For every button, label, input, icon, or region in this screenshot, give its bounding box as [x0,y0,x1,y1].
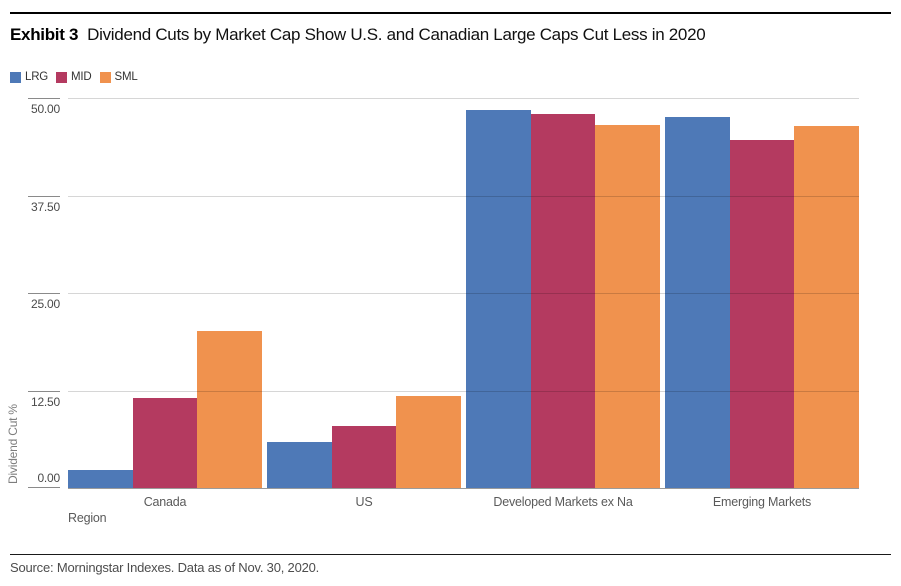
top-divider [10,12,891,14]
x-axis-labels: Canada US Developed Markets ex Na Emerging … [68,495,859,509]
y-tick-mark [28,293,60,294]
bar-group-1 [68,98,263,488]
bar-lrg [466,109,531,488]
source-note: Source: Morningstar Indexes. Data as of … [10,560,320,575]
gridline [68,98,859,99]
bars-container [68,98,860,488]
bar-sml [197,331,263,488]
exhibit-title-row: Exhibit 3 Dividend Cuts by Market Cap Sho… [10,25,706,45]
bar-mid [729,140,795,488]
bar-group-3 [466,98,661,488]
bar-mid [331,425,397,488]
legend-item-lrg: LRG [10,71,48,83]
y-tick-mark [28,195,60,197]
y-axis-title: Dividend Cut % [6,404,20,484]
bar-lrg [68,470,133,488]
y-tick-mark [28,487,60,488]
legend-label-lrg: LRG [25,71,49,83]
legend-item-sml: SML [99,71,138,83]
y-tick-label: 37.50 [30,199,60,214]
legend-swatch-sml [99,71,111,83]
bar-mid [530,114,596,488]
y-tick-label: 12.50 [30,394,60,409]
exhibit-number: Exhibit 3 [10,25,79,44]
x-category-label: US [355,495,373,509]
legend-label-sml: SML [114,71,138,83]
y-tick-label: 25.00 [30,297,60,311]
footer-divider [10,554,891,555]
legend-label-mid: MID [71,71,92,83]
gridline [68,390,859,392]
bar-sml [794,126,860,488]
gridline [68,195,859,197]
bar-sml [595,125,661,488]
x-category-label: Developed Markets ex Na [493,495,633,509]
chart-legend: LRG MID SML [10,71,138,83]
bar-group-2 [267,98,462,488]
exhibit-title: Dividend Cuts by Market Cap Show U.S. an… [87,25,706,44]
legend-swatch-mid [56,71,68,83]
x-category-label: Canada [143,495,187,509]
x-category-label: Emerging Markets [712,495,812,509]
plot-area [68,98,860,489]
y-axis: 50.00 37.50 25.00 12.50 0.00 [0,98,68,489]
bar-sml [396,395,462,488]
y-tick-label: 0.00 [37,471,60,485]
bar-lrg [665,116,730,488]
bar-group-4 [665,98,860,488]
bar-mid [132,397,198,488]
legend-swatch-lrg [10,71,21,83]
y-tick-mark [28,98,60,99]
y-tick-label: 50.00 [30,102,60,116]
x-axis-title: Region [68,511,107,525]
bar-lrg [267,441,332,488]
gridline [68,293,859,294]
legend-item-mid: MID [56,71,92,83]
y-tick-mark [28,390,60,392]
